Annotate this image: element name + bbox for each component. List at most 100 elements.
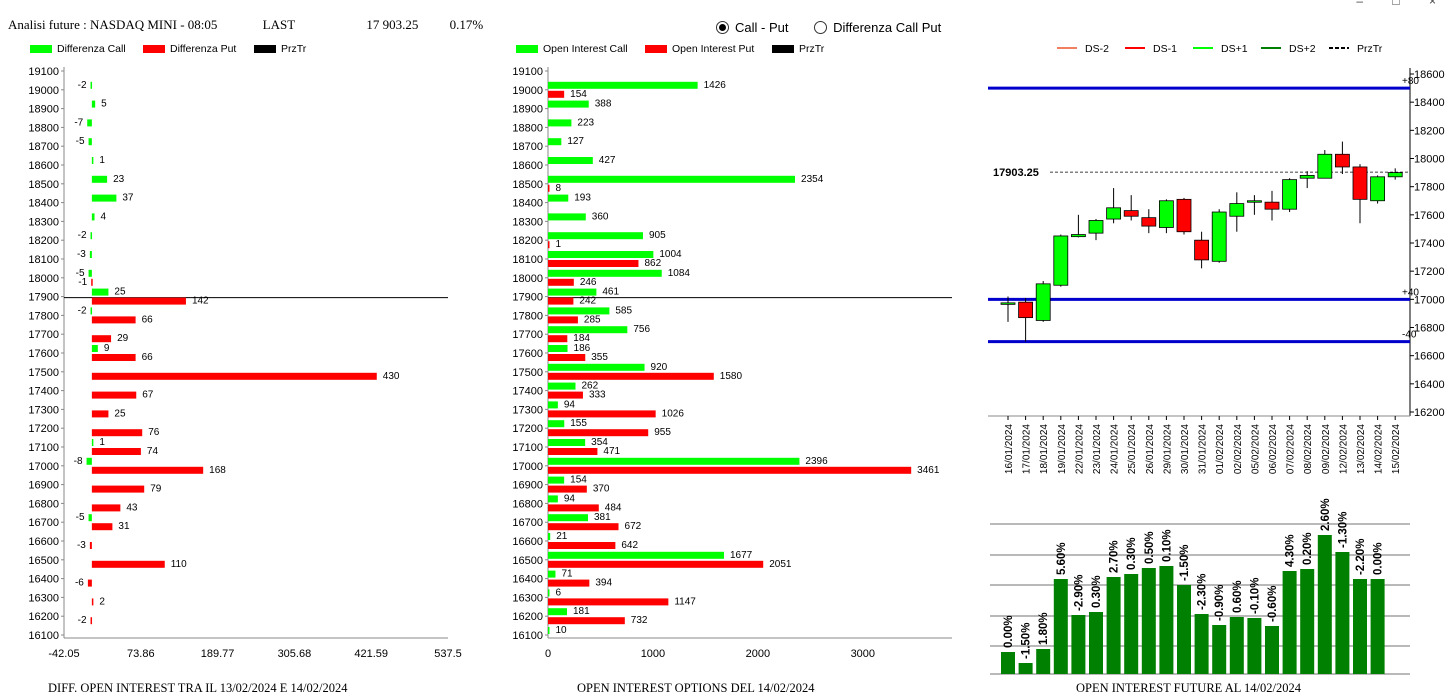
radio-dot-icon xyxy=(716,21,729,34)
oi-chart-bar xyxy=(548,278,574,286)
diff-chart-tick-label: 16800 xyxy=(28,498,59,510)
oi-chart-bar xyxy=(548,523,619,531)
diff-chart-data-label: 25 xyxy=(114,408,126,419)
candle-body xyxy=(1053,235,1069,286)
diff-chart-bar xyxy=(91,213,95,221)
oi-chart-bar xyxy=(548,514,588,522)
oi-chart-data-label: 246 xyxy=(580,277,597,288)
diff-chart-tick-label: 16700 xyxy=(28,517,59,529)
candle-date-label: 17/01/2024 xyxy=(1022,424,1033,474)
diff-chart-tick-label: 16900 xyxy=(28,480,59,492)
oi-chart-data-label: 920 xyxy=(651,362,668,373)
window-controls: – □ × xyxy=(1330,0,1436,8)
candle-date-label: 06/02/2024 xyxy=(1268,424,1279,474)
oi-chart-tick-label: 19100 xyxy=(512,66,543,78)
legend-label: PrzTr xyxy=(281,43,307,55)
future-bar-label: 0.00% xyxy=(1373,542,1385,575)
candle-y-tick-label: 18200 xyxy=(1414,125,1445,137)
oi-chart-bar xyxy=(548,439,586,446)
future-bar-label: 0.00% xyxy=(1003,615,1015,648)
diff-chart-tick-label: 19000 xyxy=(28,85,59,97)
future-bar-label: 5.60% xyxy=(1056,542,1068,575)
diff-chart-bar xyxy=(91,391,137,399)
oi-chart-data-label: 181 xyxy=(573,606,590,617)
future-bar xyxy=(1001,652,1015,674)
diff-chart-data-label: 79 xyxy=(150,484,162,495)
candle-date-label: 18/01/2024 xyxy=(1039,424,1050,474)
oi-chart-bar xyxy=(548,627,550,634)
oi-chart-bar xyxy=(548,533,551,540)
oi-chart-bar xyxy=(548,194,569,202)
radio-difference[interactable]: Differenza Call Put xyxy=(814,20,941,35)
candle-body xyxy=(1088,220,1104,234)
future-bar xyxy=(1317,535,1332,674)
diff-chart-tick-label: 16200 xyxy=(28,611,59,623)
diff-chart-bar xyxy=(91,345,98,352)
candle-body xyxy=(1035,283,1051,321)
diff-chart-tick-label: 18600 xyxy=(28,160,59,172)
oi-chart-x-tick-label: 2000 xyxy=(746,648,770,660)
diff-chart-data-label: 66 xyxy=(142,352,154,363)
diff-chart-tick-label: 18900 xyxy=(28,104,59,116)
last-label: LAST xyxy=(262,17,296,32)
oi-chart-x-tick-label: 1000 xyxy=(641,648,665,660)
candle-body xyxy=(1247,200,1262,203)
diff-chart-data-label: 23 xyxy=(113,174,125,185)
diff-chart-tick-label: 17000 xyxy=(28,461,59,473)
oi-chart-data-label: 10 xyxy=(556,625,568,636)
oi-chart-bar xyxy=(548,420,565,428)
minimize-icon[interactable]: – xyxy=(1356,0,1364,8)
radio-label: Call - Put xyxy=(735,20,789,35)
radio-call-put[interactable]: Call - Put xyxy=(716,20,788,35)
oi-chart-data-label: 1084 xyxy=(668,268,691,279)
diff-chart-tick-label: 18000 xyxy=(28,273,59,285)
future-bar xyxy=(1353,579,1367,674)
legend-swatch xyxy=(143,45,165,53)
candle-date-label: 07/02/2024 xyxy=(1286,424,1297,474)
future-bar xyxy=(1212,625,1227,674)
future-bar xyxy=(1159,566,1174,674)
oi-chart-bar xyxy=(548,617,625,625)
oi-chart-tick-label: 17400 xyxy=(512,386,543,398)
diff-chart-bar xyxy=(91,100,96,108)
diff-chart-bar xyxy=(91,410,109,418)
diff-chart-data-label: 168 xyxy=(209,465,226,476)
oi-chart-tick-label: 18200 xyxy=(512,235,543,247)
diff-chart-tick-label: 18800 xyxy=(28,122,59,134)
level-label: +80 xyxy=(1402,76,1419,87)
diff-chart-data-label: 66 xyxy=(142,314,154,325)
candle-date-label: 14/02/2024 xyxy=(1374,424,1385,474)
oi-chart-data-label: 1004 xyxy=(659,249,682,260)
oi-chart-tick-label: 16800 xyxy=(512,498,543,510)
diff-chart-tick-label: 19100 xyxy=(28,66,59,78)
caption-diff-oi: DIFF. OPEN INTEREST TRA IL 13/02/2024 E … xyxy=(48,681,348,695)
oi-chart-data-label: 1 xyxy=(556,239,562,250)
legend-swatch xyxy=(254,45,276,53)
diff-chart-data-label: -8 xyxy=(74,456,83,467)
oi-chart-x-tick-label: 0 xyxy=(545,648,551,660)
candle-date-label: 23/01/2024 xyxy=(1092,424,1103,474)
diff-chart-data-label: 76 xyxy=(148,427,160,438)
oi-chart-tick-label: 16700 xyxy=(512,517,543,529)
legend-label: Open Interest Call xyxy=(543,43,628,55)
oi-chart-data-label: 333 xyxy=(589,390,606,401)
caption-oi-options: OPEN INTEREST OPTIONS DEL 14/02/2024 xyxy=(577,681,815,695)
oi-chart-data-label: 71 xyxy=(561,569,573,580)
diff-chart-tick-label: 17300 xyxy=(28,404,59,416)
legend-swatch xyxy=(516,45,538,53)
candle-date-label: 09/02/2024 xyxy=(1321,424,1332,474)
close-icon[interactable]: × xyxy=(1428,0,1436,8)
candle-body xyxy=(1141,217,1157,227)
candle-body xyxy=(1123,210,1139,217)
oi-chart-data-label: 6 xyxy=(556,587,562,598)
diff-chart-data-label: 9 xyxy=(104,343,110,354)
oi-chart-data-label: 154 xyxy=(570,475,587,486)
oi-chart-tick-label: 17600 xyxy=(512,348,543,360)
maximize-icon[interactable]: □ xyxy=(1392,0,1400,8)
candle-body xyxy=(1176,198,1192,233)
legend-label: PrzTr xyxy=(799,43,825,55)
oi-chart-bar xyxy=(548,251,654,258)
diff-chart-bar xyxy=(91,335,112,343)
oi-chart-bar xyxy=(548,542,616,549)
